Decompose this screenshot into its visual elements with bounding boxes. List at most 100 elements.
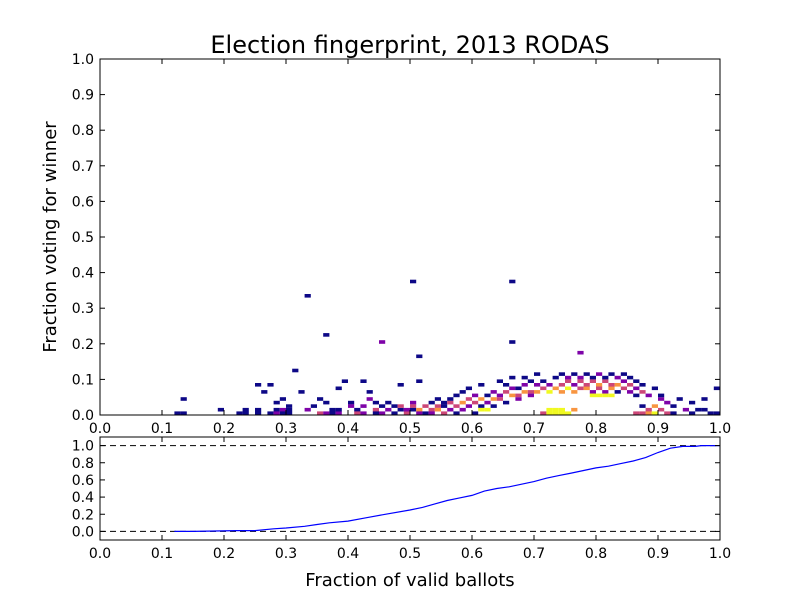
y-tick-label: 0.4: [72, 490, 94, 506]
heatmap-cell: [558, 383, 565, 387]
y-tick-label: 0.4: [72, 266, 94, 282]
heatmap-cell: [484, 393, 491, 398]
heatmap-cell: [571, 390, 578, 394]
heatmap-cell: [329, 407, 336, 412]
heatmap-cell: [428, 407, 435, 412]
heatmap-cell: [304, 294, 311, 298]
heatmap-cell: [651, 386, 658, 391]
heatmap-cell: [267, 383, 274, 387]
heatmap-cell: [645, 393, 652, 398]
heatmap-cell: [428, 411, 435, 415]
heatmap-cell: [441, 404, 448, 408]
heatmap-cell: [558, 407, 565, 412]
heatmap-cell: [527, 390, 534, 394]
heatmap-cell: [707, 411, 714, 415]
x-tick-label: 0.8: [585, 546, 607, 562]
heatmap-cell: [645, 411, 652, 415]
heatmap-cell: [682, 407, 689, 412]
heatmap-cell: [633, 386, 640, 391]
y-tick-label: 0.0: [72, 524, 94, 540]
heatmap-cell: [515, 397, 522, 401]
x-tick-label: 0.9: [647, 421, 669, 437]
x-tick-label: 1.0: [709, 421, 731, 437]
heatmap-cell: [577, 386, 584, 391]
heatmap-cell: [589, 393, 596, 398]
heatmap-cell: [242, 407, 249, 412]
heatmap-cell: [416, 407, 423, 412]
x-tick-label: 0.1: [151, 546, 173, 562]
x-tick-label: 0.5: [399, 546, 421, 562]
x-tick-label: 0.4: [337, 421, 359, 437]
heatmap-cell: [323, 400, 330, 405]
heatmap-cell: [447, 407, 454, 412]
heatmap-cell: [379, 411, 386, 415]
heatmap-cell: [465, 386, 472, 391]
x-tick-label: 0.3: [275, 421, 297, 437]
heatmap-cell: [416, 354, 423, 359]
heatmap-cell: [558, 390, 565, 394]
heatmap-cell: [565, 386, 572, 391]
heatmap-cell: [521, 383, 528, 387]
heatmap-cell: [292, 368, 299, 373]
heatmap-cell: [484, 400, 491, 405]
heatmap-cell: [496, 397, 503, 401]
heatmap-cell: [348, 400, 355, 405]
heatmap-cell: [391, 404, 398, 408]
heatmap-cell: [304, 407, 311, 412]
heatmap-cell: [577, 375, 584, 380]
heatmap-cell: [527, 393, 534, 398]
heatmap-cell: [670, 404, 677, 408]
heatmap-cell: [565, 379, 572, 383]
heatmap-cell: [447, 397, 454, 401]
heatmap-cell: [509, 386, 516, 391]
heatmap-cell: [465, 404, 472, 408]
heatmap-cell: [273, 400, 280, 405]
heatmap-cell: [645, 407, 652, 412]
heatmap-cell: [651, 411, 658, 415]
heatmap-cell: [633, 379, 640, 383]
heatmap-cell: [261, 390, 268, 394]
heatmap-cell: [478, 407, 485, 412]
heatmap-cell: [689, 411, 696, 415]
heatmap-cell: [713, 386, 720, 391]
heatmap-cell: [255, 411, 262, 415]
heatmap-cell: [602, 379, 609, 383]
heatmap-cell: [459, 407, 466, 412]
heatmap-cell: [571, 372, 578, 376]
heatmap-cell: [583, 386, 590, 391]
heatmap-cell: [658, 397, 665, 401]
heatmap-cell: [515, 386, 522, 391]
heatmap-cell: [323, 411, 330, 415]
heatmap-cell: [441, 411, 448, 415]
heatmap-cell: [416, 411, 423, 415]
heatmap-cell: [602, 390, 609, 394]
x-tick-label: 0.4: [337, 546, 359, 562]
heatmap-cell: [410, 407, 417, 412]
heatmap-cell: [478, 404, 485, 408]
heatmap-cell: [627, 375, 634, 380]
heatmap-cell: [546, 411, 553, 415]
heatmap-cell: [174, 411, 181, 415]
heatmap-cell: [366, 397, 373, 401]
heatmap-cell: [416, 379, 423, 383]
heatmap-cell: [552, 375, 559, 380]
heatmap-cell: [614, 390, 621, 394]
heatmap-cell: [397, 404, 404, 408]
heatmap-cell: [360, 404, 367, 408]
heatmap-cell: [422, 411, 429, 415]
heatmap-cell: [236, 411, 243, 415]
y-tick-label: 0.6: [72, 194, 94, 210]
heatmap-cell: [453, 393, 460, 398]
heatmap-cell: [490, 397, 497, 401]
heatmap-cell: [397, 383, 404, 387]
heatmap-cell: [403, 411, 410, 415]
heatmap-cell: [255, 383, 262, 387]
heatmap-cell: [453, 404, 460, 408]
heatmap-cell: [341, 379, 348, 383]
heatmap-cell: [329, 411, 336, 415]
x-tick-label: 0.0: [89, 546, 111, 562]
y-tick-label: 0.6: [72, 473, 94, 489]
heatmap-cell: [664, 411, 671, 415]
